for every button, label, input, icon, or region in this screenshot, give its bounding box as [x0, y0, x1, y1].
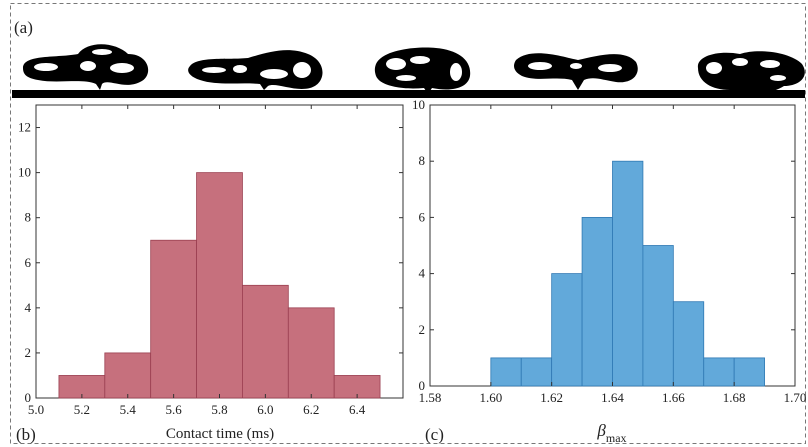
y-tick-label-b: 8 [25, 210, 32, 225]
droplet-silhouette-icon [23, 44, 149, 90]
histogram-contact-time: 5.0 5.2 5.4 5.6 5.8 6.0 6.2 6.4 0 2 4 6 8 10 12 [18, 104, 404, 417]
panel-label-c: (c) [425, 425, 444, 444]
x-tick-label-c: 1.62 [540, 390, 563, 405]
substrate-surface [12, 90, 805, 98]
droplet-silhouette-icon [697, 51, 805, 96]
histogram-bar-c [551, 273, 583, 387]
x-tick-label-b: 5.0 [28, 402, 44, 417]
figure-frame [10, 3, 806, 444]
x-axis-label-c-subscript: max [606, 431, 627, 445]
histogram-bar-c [672, 301, 705, 387]
x-tick-label-c: 1.58 [419, 390, 442, 405]
histogram-bar-c [612, 160, 644, 387]
panel-label-b: (b) [16, 425, 36, 444]
droplet-silhouette-icon [188, 50, 323, 90]
y-tick-label-c: 0 [419, 378, 426, 393]
histogram-bar-c [703, 357, 735, 387]
y-tick-label-b: 4 [25, 300, 32, 315]
histogram-bar-c [520, 357, 553, 387]
x-tick-label-c: 1.66 [662, 390, 685, 405]
x-tick-label-b: 5.4 [120, 402, 137, 417]
x-tick-label-b: 5.6 [166, 402, 183, 417]
droplet-silhouette-icon [374, 47, 471, 94]
y-tick-label-b: 0 [25, 390, 32, 405]
histogram-bar-c [490, 357, 522, 387]
y-tick-label-c: 10 [412, 97, 425, 112]
y-tick-label-c: 8 [419, 153, 426, 168]
histogram-bar-c [581, 216, 613, 387]
y-tick-label-c: 4 [419, 266, 426, 281]
y-tick-label-b: 10 [18, 165, 31, 180]
x-tick-label-b: 5.2 [74, 402, 90, 417]
y-tick-label-b: 12 [18, 120, 31, 135]
histogram-bar-c [733, 357, 765, 387]
x-tick-label-b: 6.0 [257, 402, 273, 417]
histogram-bar-b [104, 352, 152, 399]
y-tick-label-b: 2 [25, 345, 32, 360]
histogram-bar-b [196, 172, 243, 399]
histogram-bar-c [642, 245, 674, 387]
y-tick-label-c: 6 [419, 209, 426, 224]
droplet-sequence [23, 44, 805, 96]
droplet-silhouette-icon [514, 53, 638, 90]
x-tick-label-b: 6.2 [303, 402, 319, 417]
x-tick-label-b: 5.8 [211, 402, 227, 417]
x-tick-label-b: 6.4 [349, 402, 366, 417]
x-tick-label-c: 1.68 [723, 390, 746, 405]
x-axis-label-c-symbol: β [596, 421, 606, 440]
x-tick-label-c: 1.60 [479, 390, 502, 405]
y-tick-label-c: 2 [419, 322, 426, 337]
y-tick-label-b: 6 [25, 255, 32, 270]
histogram-beta-max: 1.58 1.60 1.62 1.64 1.66 1.68 1.70 0 2 4 6 8 10 [412, 97, 806, 405]
panel-label-a: (a) [14, 18, 33, 37]
x-axis-label-b: Contact time (ms) [166, 426, 274, 442]
x-axis-label-c: βmax [596, 421, 626, 445]
histogram-bar-b [287, 307, 335, 399]
histogram-bar-b [242, 284, 289, 399]
x-tick-label-c: 1.64 [601, 390, 624, 405]
histogram-bar-b [150, 239, 197, 399]
x-tick-label-c: 1.70 [784, 390, 807, 405]
